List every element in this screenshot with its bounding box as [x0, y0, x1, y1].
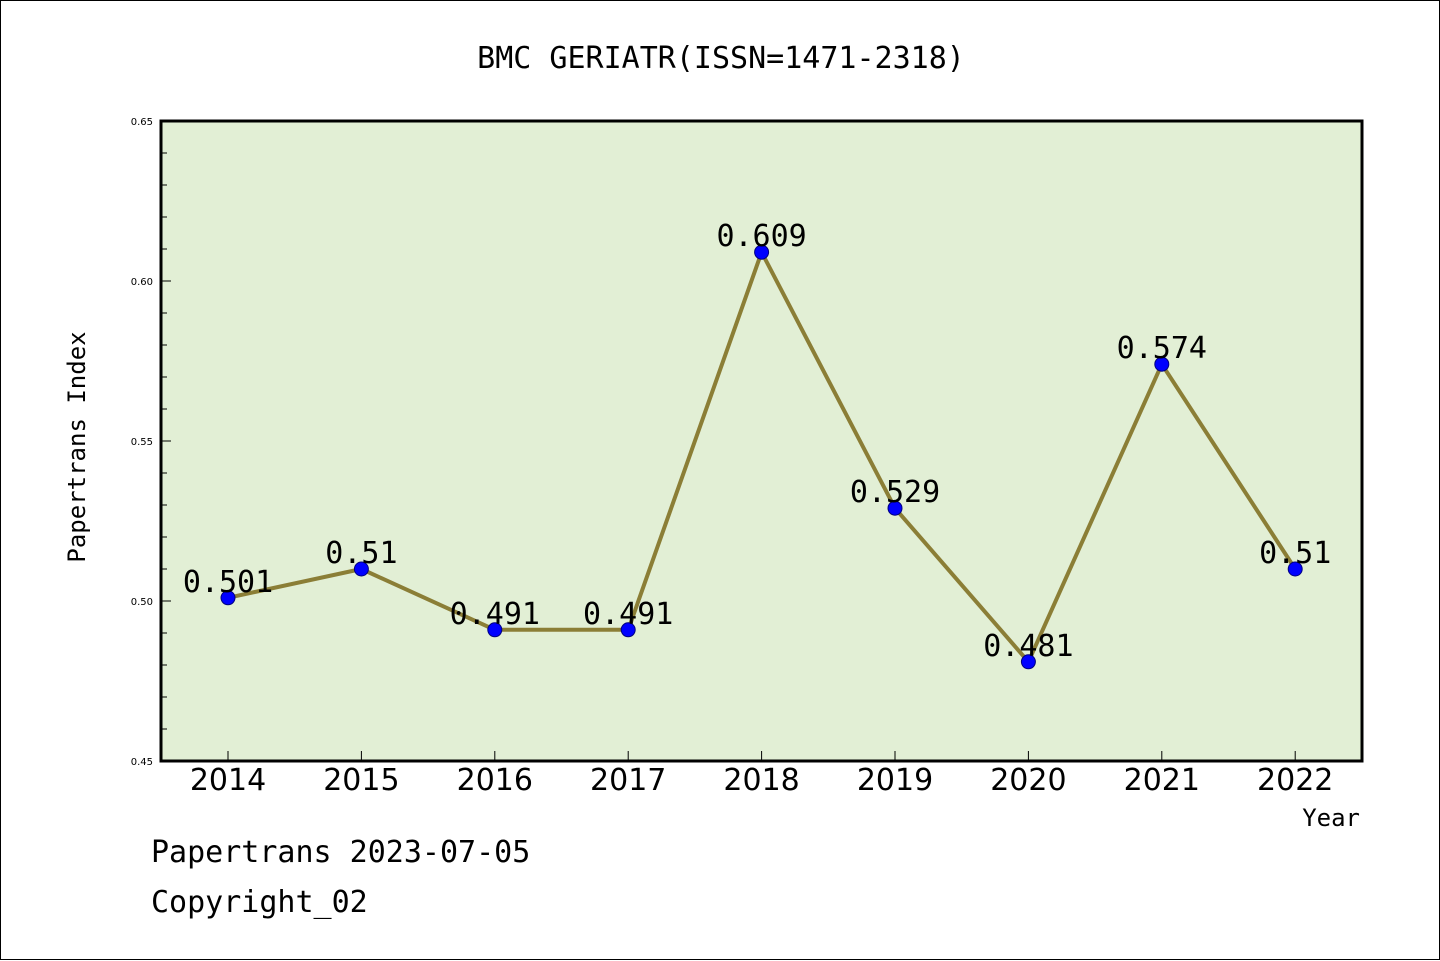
- y-tick-label: 0.45: [131, 757, 153, 768]
- data-labels: 0.501 0.51 0.491 0.491 0.609 0.529 0.481 0.574 0…: [183, 219, 1331, 664]
- x-tick-label: 2021: [1124, 763, 1200, 798]
- data-point-marker: [1287, 561, 1303, 577]
- x-axis-ticks: 2014 2015 2016 2017 2018 2019 2020 2021 2022: [190, 751, 1333, 798]
- x-tick-label: 2017: [590, 763, 666, 798]
- y-tick-label: 0.65: [131, 117, 153, 128]
- data-value-label: 0.51: [1259, 536, 1331, 571]
- x-tick-label: 2018: [723, 763, 799, 798]
- y-axis-label: Papertrans Index: [63, 331, 91, 562]
- data-value-label: 0.51: [325, 536, 397, 571]
- y-tick-label: 0.55: [131, 437, 153, 448]
- data-point-marker: [487, 622, 503, 638]
- y-tick-label: 0.50: [131, 597, 153, 608]
- footer-copyright-text: Copyright_02: [151, 885, 368, 920]
- data-value-label: 0.491: [450, 597, 540, 632]
- data-point-marker: [353, 561, 369, 577]
- data-point-marker: [220, 590, 236, 606]
- data-value-label: 0.491: [583, 597, 673, 632]
- x-tick-label: 2016: [457, 763, 533, 798]
- data-point-marker: [887, 500, 903, 516]
- x-tick-label: 2014: [190, 763, 266, 798]
- x-tick-label: 2020: [990, 763, 1066, 798]
- footer-date-text: Papertrans 2023-07-05: [151, 835, 531, 870]
- data-point-marker: [754, 244, 770, 260]
- plot-area-background: [161, 121, 1362, 761]
- y-tick-label: 0.60: [131, 277, 153, 288]
- data-value-label: 0.501: [183, 565, 273, 600]
- data-value-label: 0.481: [983, 629, 1073, 664]
- x-axis-label: Year: [1302, 804, 1360, 832]
- data-value-label: 0.609: [716, 219, 806, 254]
- data-point-marker: [1154, 356, 1170, 372]
- data-value-label: 0.574: [1117, 331, 1207, 366]
- data-value-label: 0.529: [850, 475, 940, 510]
- x-tick-label: 2022: [1257, 763, 1333, 798]
- x-tick-label: 2019: [857, 763, 933, 798]
- data-point-marker: [1020, 654, 1036, 670]
- data-markers: [220, 244, 1303, 670]
- data-point-marker: [620, 622, 636, 638]
- plot-area-border: [159, 119, 1364, 763]
- chart-title: BMC GERIATR(ISSN=1471-2318): [477, 41, 965, 76]
- x-tick-label: 2015: [323, 763, 399, 798]
